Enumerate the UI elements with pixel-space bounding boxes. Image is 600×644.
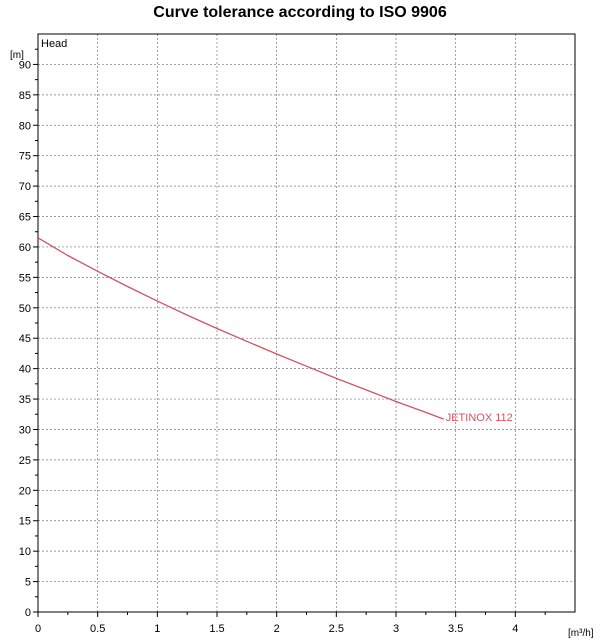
x-tick-label: 4 xyxy=(512,623,518,635)
series-label: JETINOX 112 xyxy=(446,412,513,424)
chart-title: Curve tolerance according to ISO 9906 xyxy=(153,4,447,21)
axis-ticks xyxy=(33,48,546,617)
x-tick-label: 2.5 xyxy=(329,623,344,635)
y-tick-label: 30 xyxy=(19,424,31,436)
y-unit-label: [m] xyxy=(10,50,24,61)
x-tick-label: 0 xyxy=(35,623,41,635)
y-tick-label: 75 xyxy=(19,151,31,163)
y-tick-label: 80 xyxy=(19,120,31,132)
y-tick-label: 60 xyxy=(19,242,31,254)
y-tick-label: 45 xyxy=(19,333,31,345)
x-tick-label: 0.5 xyxy=(90,623,105,635)
y-tick-label: 20 xyxy=(19,485,31,497)
x-tick-label: 3.5 xyxy=(448,623,463,635)
y-tick-label: 65 xyxy=(19,212,31,224)
y-tick-label: 5 xyxy=(25,577,31,589)
y-tick-label: 10 xyxy=(19,546,31,558)
x-tick-label: 1.5 xyxy=(209,623,224,635)
series: JETINOX 112 xyxy=(37,237,513,424)
plot-frame xyxy=(37,33,576,613)
axis-labels: 0 0.5 1 1.5 2 2.5 3 3.5 405101520253035404550556… xyxy=(10,38,594,639)
x-tick-label: 3 xyxy=(393,623,399,635)
grid xyxy=(38,34,575,612)
x-tick-label: 1 xyxy=(154,623,160,635)
y-tick-label: 70 xyxy=(19,181,31,193)
y-tick-label: 15 xyxy=(19,516,31,528)
x-unit-label: [m³/h] xyxy=(568,628,594,639)
y-tick-label: 90 xyxy=(19,59,31,71)
y-tick-label: 40 xyxy=(19,364,31,376)
y-tick-label: 0 xyxy=(25,607,31,619)
x-tick-label: 2 xyxy=(274,623,280,635)
y-tick-label: 55 xyxy=(19,272,31,284)
series-line xyxy=(37,237,444,420)
y-tick-label: 85 xyxy=(19,90,31,102)
y-tick-label: 35 xyxy=(19,394,31,406)
y-axis-label: Head xyxy=(41,38,67,50)
y-tick-label: 50 xyxy=(19,303,31,315)
y-tick-label: 25 xyxy=(19,455,31,467)
